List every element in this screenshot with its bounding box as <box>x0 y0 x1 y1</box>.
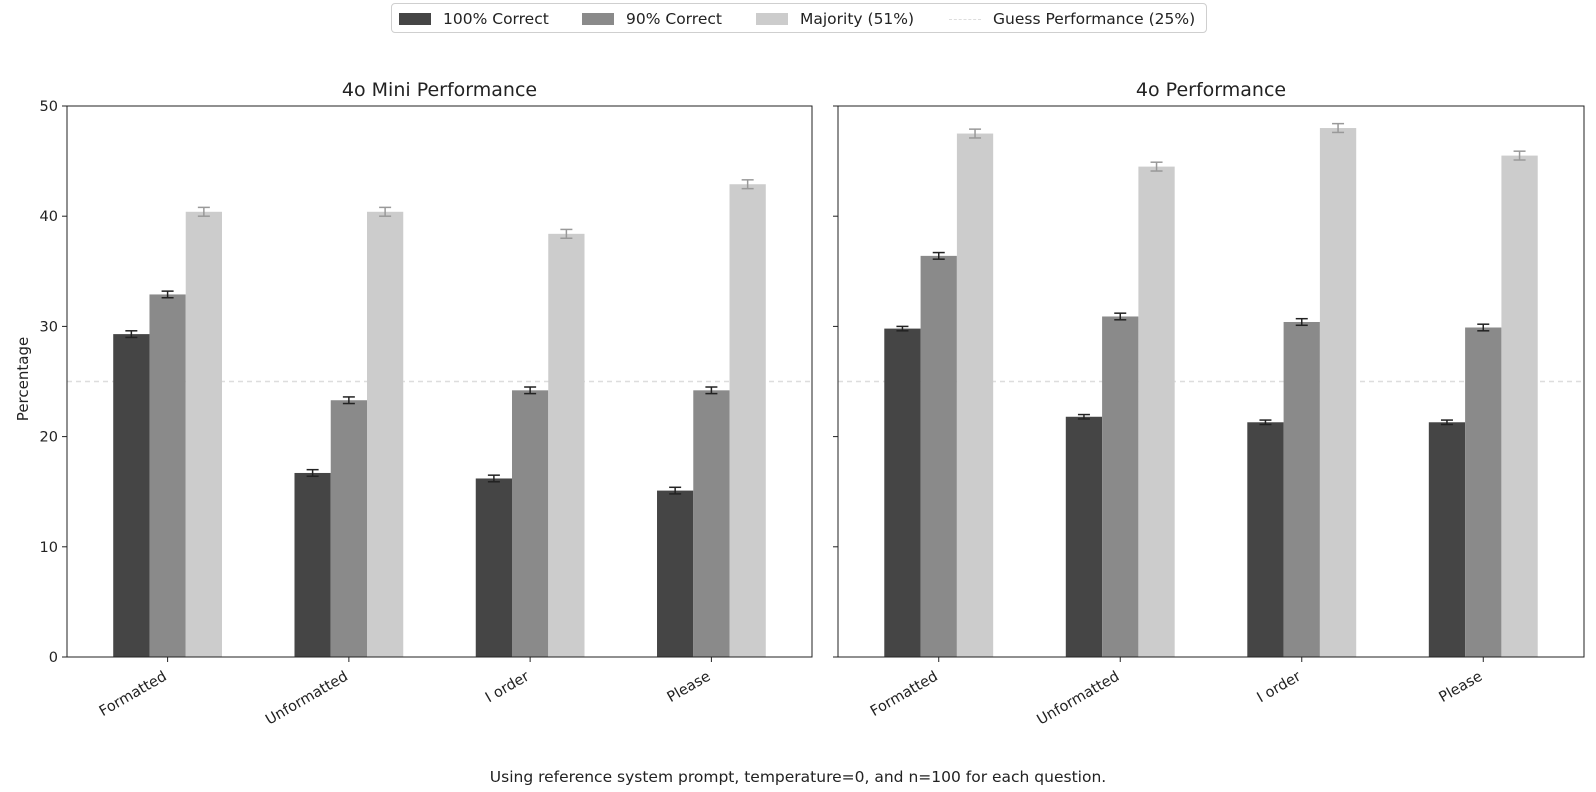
bar <box>1247 422 1284 657</box>
x-tick-label: Please <box>665 669 714 706</box>
figure-caption: Using reference system prompt, temperatu… <box>489 768 1107 786</box>
x-tick-label: Formatted <box>868 669 941 720</box>
legend-swatch <box>756 13 788 25</box>
legend-item-100-correct: 100% Correct <box>399 10 549 28</box>
y-tick-label: 40 <box>40 209 58 225</box>
plot-frame <box>837 105 1585 658</box>
y-tick-label: 50 <box>40 99 58 115</box>
y-tick-label: 10 <box>40 540 58 556</box>
x-tick-label: Please <box>1437 669 1486 706</box>
bar <box>657 490 694 657</box>
bar <box>512 390 549 657</box>
panel-title: 4o Performance <box>1136 79 1286 101</box>
panel-title: 4o Mini Performance <box>342 79 537 101</box>
bar <box>1102 316 1139 657</box>
x-tick-label: Formatted <box>97 669 170 720</box>
bars-group <box>113 179 766 658</box>
bar <box>1319 128 1357 658</box>
legend-item-majority: Majority (51%) <box>756 10 914 28</box>
legend-label: Majority (51%) <box>800 10 915 28</box>
legend-label: 90% Correct <box>626 10 722 28</box>
bar <box>693 390 730 657</box>
bar <box>548 233 585 657</box>
plot-frame <box>66 105 813 658</box>
legend-label: 100% Correct <box>443 10 549 28</box>
x-tick-label: Unformatted <box>263 669 351 729</box>
legend-dash-line <box>949 18 981 20</box>
bar <box>330 400 367 657</box>
bar <box>1465 327 1502 657</box>
bar <box>185 211 222 658</box>
bar <box>366 211 404 658</box>
bar <box>1138 166 1175 658</box>
x-tick-label: I order <box>483 669 532 707</box>
bar <box>1283 321 1320 657</box>
bars-group <box>884 122 1538 658</box>
bar <box>1065 416 1103 657</box>
x-tick-label: I order <box>1255 669 1304 707</box>
legend-item-guess: Guess Performance (25%) <box>949 10 1195 28</box>
y-tick-label: 0 <box>49 650 58 666</box>
bar <box>729 184 766 657</box>
bar <box>149 294 186 657</box>
bar <box>1501 155 1538 657</box>
legend-swatch <box>582 13 614 25</box>
bar <box>113 334 150 657</box>
legend-swatch <box>399 13 431 25</box>
x-tick-label: Unformatted <box>1035 669 1123 729</box>
bar <box>956 133 994 658</box>
bar <box>920 255 957 657</box>
bar <box>884 328 921 657</box>
y-tick-label: 30 <box>40 319 58 335</box>
bar <box>1428 422 1466 657</box>
panel-4o-mini: 4o Mini Performance Percentage 0 10 20 30 40… <box>14 79 813 729</box>
bar <box>294 472 331 657</box>
panel-4o: 4o Performance Formatted Unformatted I ord… <box>833 79 1585 729</box>
legend: 100% Correct 90% Correct Majority (51%) … <box>391 3 1207 33</box>
legend-label: Guess Performance (25%) <box>993 10 1196 28</box>
y-tick-label: 20 <box>40 430 58 446</box>
legend-item-90-correct: 90% Correct <box>582 10 722 28</box>
bar <box>475 478 513 657</box>
y-axis-label: Percentage <box>14 337 32 421</box>
